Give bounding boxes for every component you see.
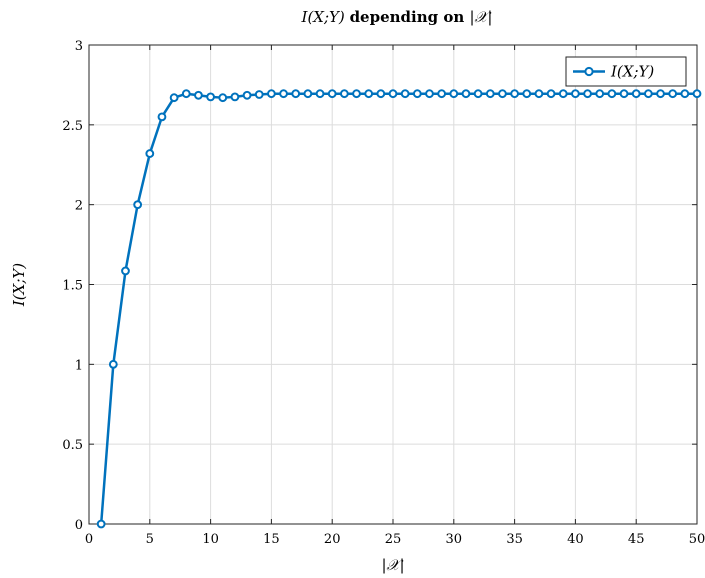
x-tick-label: 50 <box>689 532 705 547</box>
data-point <box>388 89 398 99</box>
x-tick-label: 35 <box>506 532 523 547</box>
data-point <box>668 89 678 99</box>
y-tick-label: 2 <box>75 199 83 214</box>
x-axis-label: |𝒳| <box>381 556 404 574</box>
x-tick-label: 5 <box>146 532 154 547</box>
data-point <box>279 89 288 99</box>
data-point <box>485 89 495 99</box>
series-line <box>99 92 697 525</box>
data-point <box>631 89 641 99</box>
chart-title-math-suffix: |𝒳| <box>469 8 492 26</box>
data-point <box>376 89 386 99</box>
data-point <box>595 89 605 99</box>
data-point <box>133 200 143 210</box>
data-point <box>412 89 422 99</box>
x-tick-label: 45 <box>628 532 645 547</box>
grid <box>88 44 698 525</box>
data-point <box>121 266 130 276</box>
data-point <box>473 89 483 99</box>
chart-title-bold-text: depending on <box>350 8 470 26</box>
data-point <box>181 89 191 99</box>
data-point <box>619 89 629 99</box>
data-point <box>571 89 580 99</box>
data-point <box>522 89 532 99</box>
data-point <box>267 89 276 99</box>
y-tick-label: 1.5 <box>62 279 83 294</box>
axis-ticks: 0 5 10 15 20 25 30 35 40 45 50 0 0.5 1 1.5 2 2.5 3 <box>62 39 705 547</box>
data-point <box>656 89 665 99</box>
data-point <box>364 89 374 99</box>
data-point <box>108 359 118 369</box>
data-point <box>643 89 653 99</box>
x-tick-label: 20 <box>324 532 341 547</box>
data-point <box>291 89 301 99</box>
data-point <box>242 90 252 100</box>
data-point <box>96 519 106 529</box>
data-point <box>510 89 519 99</box>
series-layer <box>96 89 702 529</box>
legend-marker-sample <box>584 66 594 77</box>
y-tick-label: 1 <box>75 358 83 373</box>
data-point <box>558 89 568 99</box>
x-tick-label: 40 <box>567 532 584 547</box>
y-axis-label: I(X;Y) <box>10 263 28 307</box>
x-tick-label: 25 <box>385 532 402 547</box>
data-point <box>583 89 592 99</box>
x-tick-label: 30 <box>446 532 463 547</box>
data-point <box>400 89 410 99</box>
data-point <box>169 93 179 103</box>
data-point <box>218 93 228 103</box>
chart-title: I(X;Y) depending on |𝒳| <box>301 8 493 26</box>
data-point <box>254 90 264 99</box>
x-tick-label: 15 <box>263 532 280 547</box>
data-point <box>461 89 471 99</box>
data-point <box>157 112 167 122</box>
x-tick-label: 0 <box>85 532 93 547</box>
data-point <box>194 90 203 100</box>
data-point <box>546 89 556 99</box>
data-point <box>352 89 361 99</box>
data-point <box>692 89 702 99</box>
data-point <box>230 92 240 102</box>
data-point <box>327 89 337 99</box>
data-point <box>607 89 617 99</box>
data-point <box>339 89 349 99</box>
data-point <box>315 89 325 99</box>
data-point <box>425 89 434 99</box>
y-tick-label: 0.5 <box>62 438 83 453</box>
x-tick-label: 10 <box>202 532 219 547</box>
data-point <box>534 89 544 99</box>
legend-entry-label: I(X;Y) <box>610 63 654 81</box>
data-point <box>437 89 447 99</box>
y-tick-label: 3 <box>75 39 83 54</box>
legend: I(X;Y) <box>565 56 687 87</box>
y-tick-label: 0 <box>75 518 83 533</box>
data-point <box>303 89 313 99</box>
y-tick-label: 2.5 <box>62 119 83 134</box>
chart-title-math-prefix: I(X;Y) <box>301 8 345 26</box>
data-point <box>680 89 690 99</box>
data-point <box>145 149 155 158</box>
data-point <box>206 92 216 102</box>
data-point <box>498 89 507 99</box>
data-point <box>449 89 459 99</box>
